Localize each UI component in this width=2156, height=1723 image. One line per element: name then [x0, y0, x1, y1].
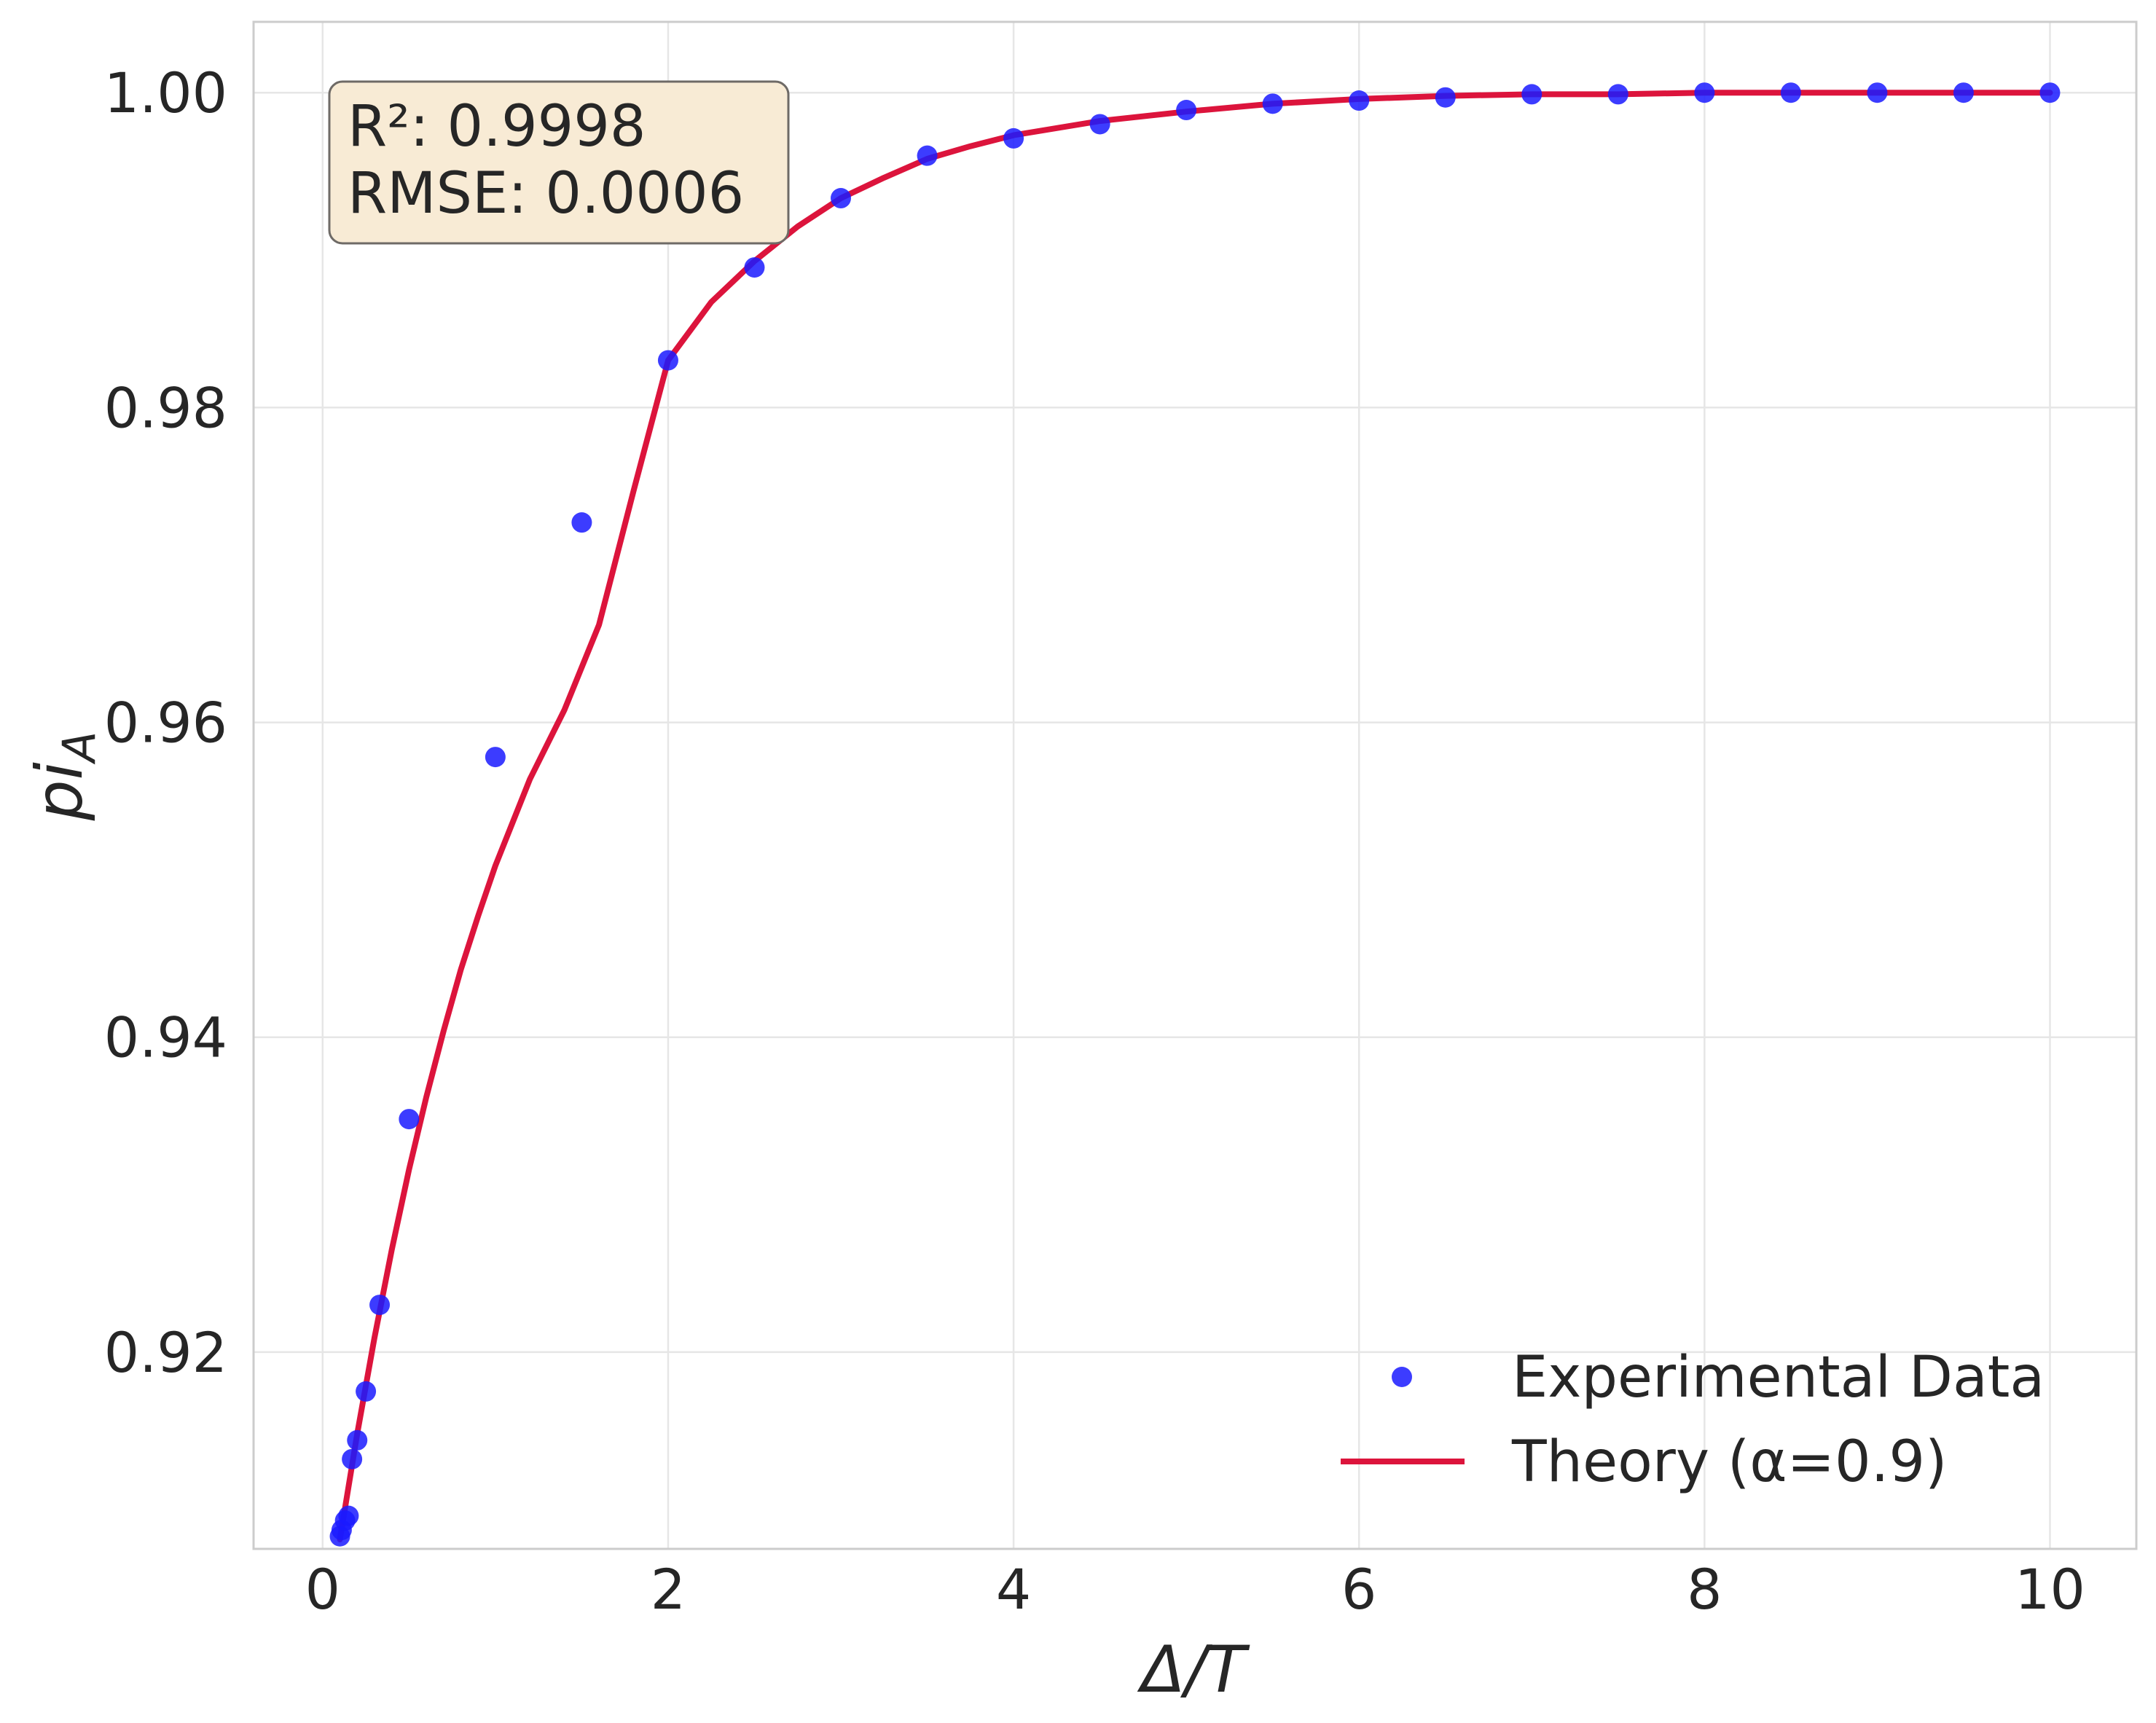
theory-curve — [337, 90, 2053, 1542]
x-tick-label: 4 — [996, 1557, 1031, 1622]
data-point — [1607, 84, 1628, 105]
legend-label-theory: Theory (α=0.9) — [1511, 1429, 1948, 1495]
x-tick-label: 2 — [651, 1557, 686, 1622]
data-point — [1176, 100, 1197, 121]
data-point — [399, 1109, 420, 1130]
data-point — [485, 747, 506, 768]
y-tick-label: 1.00 — [104, 60, 227, 125]
data-point — [1435, 87, 1456, 108]
data-point — [342, 1448, 363, 1469]
x-tick-label: 6 — [1341, 1557, 1376, 1622]
y-tick-label: 0.94 — [104, 1005, 227, 1070]
data-point — [1780, 82, 1801, 103]
x-tick-label: 8 — [1687, 1557, 1722, 1622]
data-point — [1953, 82, 1974, 103]
stats-rmse: RMSE: 0.0006 — [348, 161, 744, 227]
data-point — [2039, 82, 2061, 103]
data-point — [657, 350, 678, 371]
data-point — [917, 145, 938, 166]
y-tick-label: 0.96 — [104, 691, 227, 755]
data-point — [744, 257, 765, 278]
stats-box-background — [328, 80, 790, 245]
data-point — [369, 1295, 391, 1316]
y-tick-label: 0.98 — [104, 375, 227, 440]
data-point — [1262, 93, 1283, 114]
legend: Experimental Data Theory (α=0.9) — [1341, 1345, 2045, 1495]
y-axis-label-subscript: A — [52, 731, 106, 765]
data-point — [1867, 82, 1888, 103]
data-point — [1089, 114, 1110, 135]
data-point — [831, 188, 852, 209]
x-tick-label: 0 — [305, 1557, 340, 1622]
y-axis-label: piA — [22, 731, 106, 822]
legend-marker-experimental — [1392, 1367, 1412, 1387]
stats-r2: R²: 0.9998 — [348, 94, 646, 160]
data-point — [338, 1505, 359, 1526]
x-tick-label: 10 — [2015, 1557, 2085, 1622]
data-point — [1003, 127, 1024, 149]
data-point — [356, 1381, 377, 1402]
data-points-layer — [329, 82, 2061, 1547]
plot-frame — [252, 20, 2138, 1550]
x-axis-label: Δ/T — [1137, 1632, 1250, 1707]
theory-curve-layer — [337, 90, 2053, 1542]
data-point — [1349, 90, 1370, 111]
legend-label-experimental: Experimental Data — [1512, 1345, 2045, 1410]
y-axis-label-base: pi — [22, 762, 97, 822]
data-point — [347, 1429, 368, 1451]
y-tick-label: 0.92 — [104, 1320, 227, 1385]
data-point — [571, 512, 592, 533]
stats-box: R²: 0.9998 RMSE: 0.0006 — [328, 80, 790, 245]
tick-labels-layer: 0 2 4 6 8 10 0.92 0.94 0.96 0.98 1.00 — [104, 60, 2085, 1622]
data-point — [1694, 82, 1715, 103]
data-point — [1521, 84, 1542, 105]
